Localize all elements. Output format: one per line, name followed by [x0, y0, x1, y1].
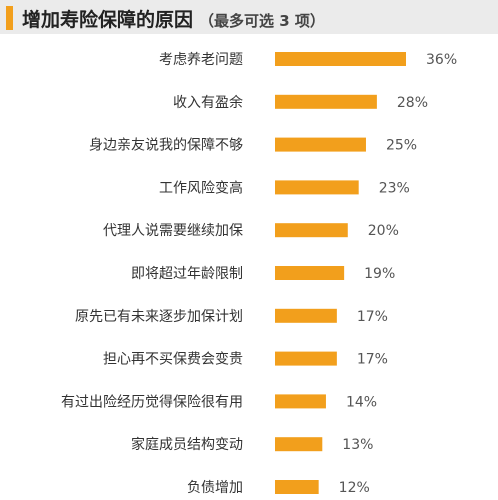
title-bar: 增加寿险保障的原因 （最多可选 3 项） [0, 0, 498, 34]
category-label: 有过出险经历觉得保险很有用 [61, 393, 243, 410]
category-label: 即将超过年龄限制 [131, 266, 243, 282]
chart-title-text: 增加寿险保障的原因 [22, 9, 194, 31]
bar [275, 94, 377, 109]
value-label: 36% [426, 52, 457, 68]
value-label: 25% [386, 138, 417, 154]
category-label: 考虑养老问题 [159, 52, 243, 68]
value-label: 23% [379, 180, 410, 196]
bar [275, 180, 359, 195]
bar [275, 52, 406, 66]
value-label: 19% [364, 266, 395, 282]
bar [275, 437, 323, 452]
value-label: 13% [342, 437, 373, 453]
bar [275, 351, 337, 366]
category-label: 身边亲友说我的保障不够 [89, 138, 243, 154]
category-label: 代理人说需要继续加保 [103, 222, 243, 239]
category-label: 担心再不买保费会变贵 [103, 352, 243, 368]
value-label: 14% [346, 394, 377, 410]
bar [275, 480, 319, 494]
chart-subtitle: （最多可选 3 项） [199, 12, 325, 30]
bar [275, 137, 366, 152]
chart-title: 增加寿险保障的原因 （最多可选 3 项） [22, 5, 325, 32]
category-label: 工作风险变高 [159, 179, 243, 196]
bar [275, 266, 345, 280]
value-label: 20% [368, 223, 399, 239]
title-accent-bar [6, 6, 13, 30]
category-label: 负债增加 [187, 480, 243, 496]
bar [275, 394, 326, 409]
value-label: 28% [397, 95, 428, 111]
value-label: 17% [357, 309, 388, 325]
bar [275, 308, 337, 323]
value-label: 17% [357, 352, 388, 368]
value-label: 12% [339, 480, 370, 496]
category-label: 原先已有未来逐步加保计划 [75, 309, 243, 325]
category-label: 家庭成员结构变动 [131, 436, 243, 453]
category-label: 收入有盈余 [173, 94, 243, 111]
bar [275, 223, 348, 238]
